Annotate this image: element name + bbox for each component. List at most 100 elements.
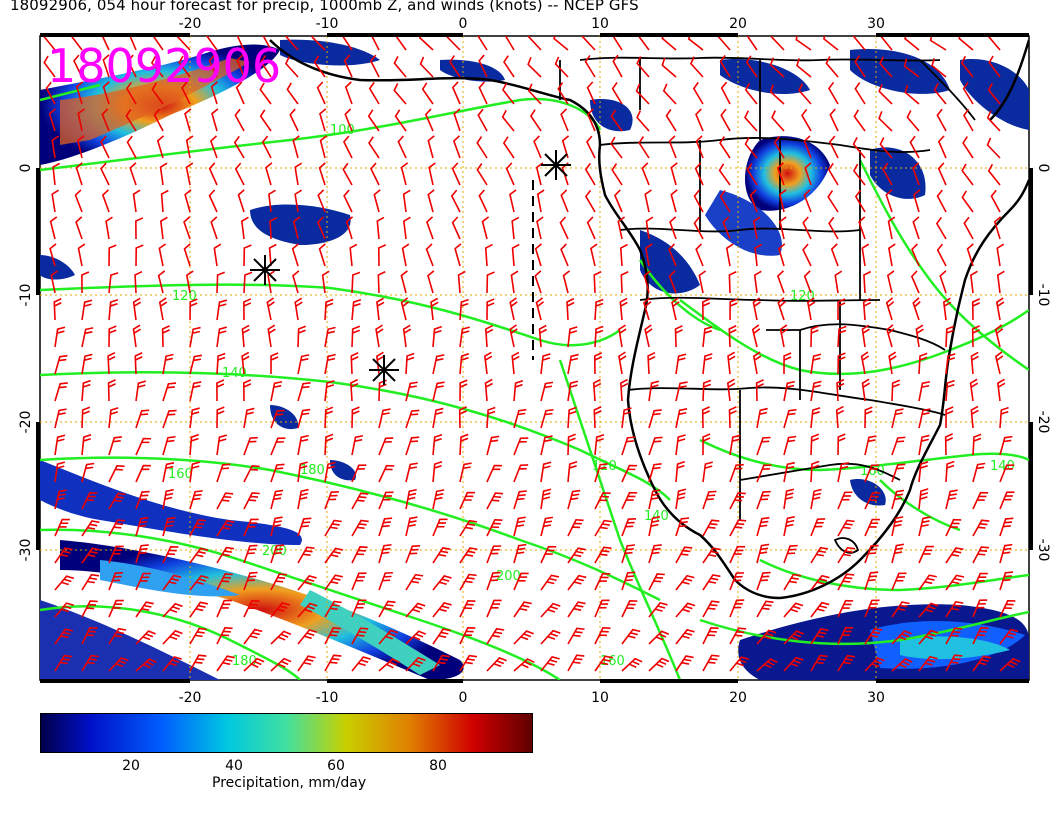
- wind-barb: [527, 56, 542, 78]
- wind-barb: [828, 81, 839, 105]
- wind-barb: [503, 36, 515, 51]
- wind-barb: [854, 189, 866, 213]
- wind-barbs: [42, 36, 1021, 672]
- wind-barb: [486, 657, 507, 672]
- wind-barb: [594, 325, 604, 348]
- wind-barb: [756, 571, 771, 591]
- wind-barb: [803, 189, 812, 213]
- wind-barb: [719, 189, 731, 213]
- wind-barb: [674, 325, 683, 348]
- wind-barb: [378, 408, 391, 429]
- wind-barb: [972, 433, 982, 456]
- wind-barb: [567, 519, 584, 537]
- wind-barb: [994, 324, 1004, 348]
- wind-barb: [210, 81, 218, 105]
- wind-barb: [958, 36, 974, 51]
- wind-barb: [216, 599, 232, 618]
- wind-barb: [427, 135, 435, 159]
- wind-barb: [918, 380, 931, 402]
- wind-barb: [129, 162, 137, 186]
- svg-text:160: 160: [600, 654, 625, 669]
- wind-barb: [432, 489, 445, 510]
- wind-barb: [378, 491, 394, 510]
- wind-barb: [162, 462, 175, 483]
- svg-text:0: 0: [459, 690, 468, 706]
- wind-barb: [918, 461, 929, 483]
- wind-barb: [560, 108, 569, 132]
- wind-barb: [405, 516, 418, 537]
- wind-barb: [81, 353, 93, 375]
- wind-barb: [189, 326, 201, 348]
- wind-barb: [996, 270, 1005, 294]
- wind-barb: [837, 626, 854, 645]
- wind-barb: [270, 437, 286, 456]
- wind-barb: [427, 270, 435, 294]
- wind-barb: [127, 54, 137, 78]
- wind-barb: [702, 574, 721, 591]
- wind-barb: [317, 189, 326, 213]
- wind-barb: [702, 654, 720, 672]
- wind-barb: [744, 110, 758, 132]
- colorbar-tick: 40: [225, 758, 243, 774]
- wind-barb: [913, 189, 921, 213]
- wind-barb: [970, 351, 979, 375]
- wind-barb: [135, 658, 157, 672]
- wind-barb: [675, 574, 695, 591]
- wind-barb: [54, 654, 72, 672]
- wind-barb: [481, 216, 490, 240]
- wind-barb: [77, 243, 86, 267]
- wind-barb: [158, 297, 168, 321]
- wind-barb: [240, 216, 249, 240]
- wind-barb: [486, 406, 496, 429]
- wind-barb: [125, 81, 137, 105]
- wind-barb: [351, 492, 369, 510]
- wind-barb: [432, 518, 448, 537]
- wind-barb: [945, 353, 956, 375]
- wind-barb: [854, 82, 866, 105]
- wind-barb: [669, 216, 677, 240]
- wind-barb: [135, 601, 154, 618]
- wind-barb: [540, 353, 551, 375]
- wind-barb: [74, 189, 83, 213]
- wind-barb: [161, 325, 170, 348]
- wind-barb: [184, 108, 192, 132]
- wind-barb: [297, 434, 309, 456]
- wind-barb: [189, 433, 199, 456]
- wind-barb: [160, 189, 169, 213]
- wind-barb: [450, 189, 461, 213]
- wind-barb: [459, 626, 476, 645]
- wind-barb: [81, 462, 95, 483]
- wind-barb: [636, 56, 650, 78]
- wind-barb: [510, 270, 519, 294]
- wind-barb: [538, 324, 547, 348]
- wind-barb: [159, 216, 168, 240]
- wind-barb: [81, 406, 91, 429]
- wind-barb: [810, 353, 822, 375]
- wind-barb: [151, 82, 164, 105]
- wind-barb: [243, 657, 265, 672]
- wind-barb: [503, 55, 515, 78]
- wind-barb: [885, 297, 895, 321]
- wind-barb: [108, 492, 126, 510]
- wind-barb: [864, 599, 880, 618]
- wind-barb: [864, 571, 879, 591]
- wind-barb: [292, 135, 300, 159]
- wind-barb: [216, 434, 227, 456]
- wind-barb: [432, 628, 451, 645]
- wind-barb: [243, 518, 259, 537]
- wind-barb: [694, 162, 704, 186]
- wind-barb: [610, 136, 623, 159]
- wind-barb: [594, 519, 612, 537]
- wind-barb: [377, 271, 386, 294]
- wind-barb: [511, 243, 520, 267]
- wind-barb: [918, 545, 934, 564]
- wind-barb: [837, 325, 847, 348]
- wind-barb: [756, 629, 777, 645]
- wind-barb: [752, 351, 762, 375]
- wind-barb: [393, 83, 407, 105]
- wind-barb: [158, 243, 167, 267]
- wind-barb: [834, 270, 843, 294]
- wind-barb: [243, 436, 258, 456]
- wind-barb: [378, 464, 395, 483]
- wind-barb: [135, 409, 150, 429]
